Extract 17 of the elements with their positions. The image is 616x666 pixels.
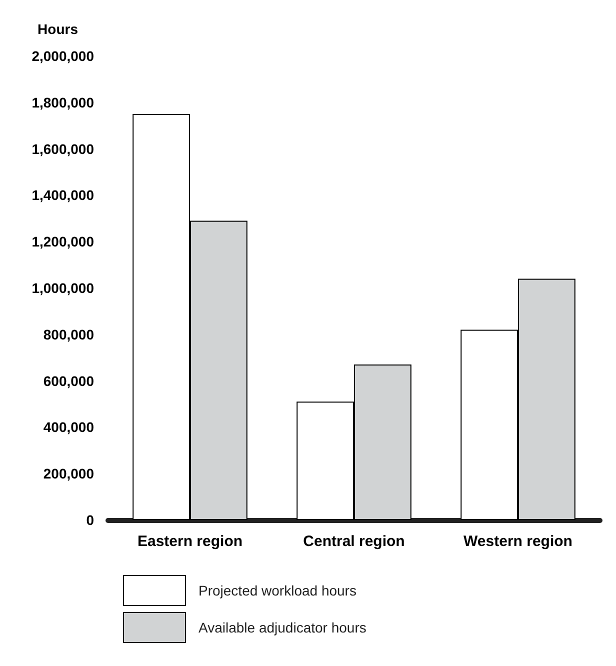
y-tick-label: 600,000	[43, 372, 94, 389]
x-tick-label: Central region	[303, 533, 405, 550]
y-tick-label: 1,600,000	[32, 140, 94, 157]
y-axis-title: Hours	[38, 21, 78, 37]
y-tick-label: 1,400,000	[32, 187, 94, 204]
y-tick-label: 200,000	[43, 466, 94, 482]
y-tick-label: 2,000,000	[32, 48, 94, 64]
y-tick-label: 800,000	[43, 326, 94, 342]
legend-label: Available adjudicator hours	[198, 620, 366, 636]
y-tick-label: 1,800,000	[32, 94, 94, 110]
x-tick-label: Western region	[464, 533, 572, 550]
y-tick-label: 0	[86, 512, 94, 528]
y-tick-label: 1,200,000	[32, 234, 94, 250]
x-tick-label: Eastern region	[137, 533, 243, 550]
y-tick-label: 1,000,000	[32, 280, 94, 296]
y-tick-label: 400,000	[43, 419, 94, 436]
legend-label: Projected workload hours	[198, 582, 356, 598]
